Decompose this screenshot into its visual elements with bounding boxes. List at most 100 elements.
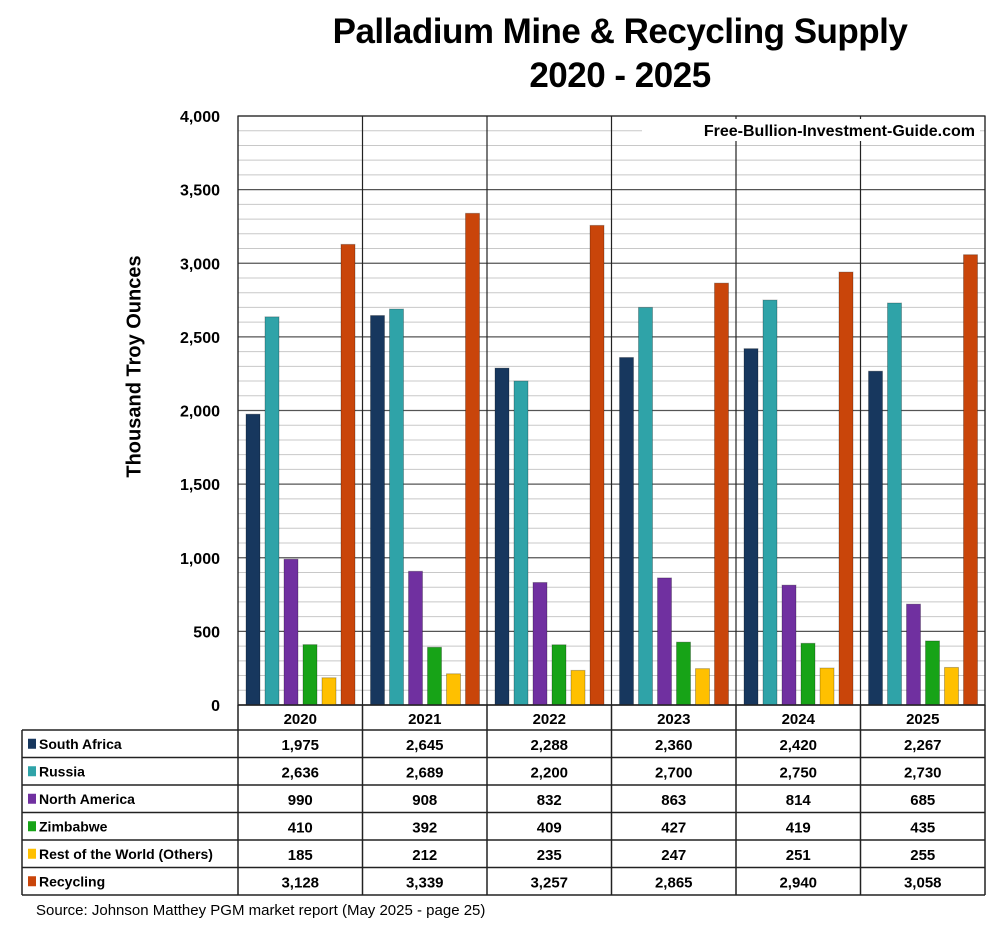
table-header-year: 2022: [533, 711, 566, 728]
bar-recycling-2024: [838, 271, 854, 706]
table-cell: 3,058: [904, 874, 942, 891]
bar-russia-2020: [264, 316, 280, 706]
legend-label: South Africa: [39, 736, 122, 752]
table-header-year: 2025: [906, 711, 939, 728]
table-cell: 2,940: [779, 874, 817, 891]
table-cell: 2,750: [779, 764, 817, 781]
table-cell: 185: [288, 847, 313, 864]
table-cell: 255: [910, 847, 935, 864]
bar-south-africa-2022: [494, 367, 510, 706]
bar-rest-of-the-world-others--2021: [446, 673, 461, 706]
y-tick-label: 2,500: [180, 330, 220, 347]
bar-zimbabwe-2023: [676, 641, 691, 706]
bar-zimbabwe-2024: [800, 642, 816, 706]
bar-russia-2022: [513, 380, 529, 706]
bar-rest-of-the-world-others--2022: [570, 669, 586, 706]
bar-russia-2023: [638, 306, 653, 706]
bar-north-america-2025: [906, 603, 921, 706]
table-cell: 212: [412, 847, 437, 864]
bar-north-america-2021: [408, 570, 423, 706]
bar-south-africa-2021: [370, 315, 385, 706]
table-cell: 251: [786, 847, 811, 864]
table-cell: 410: [288, 819, 313, 836]
table-cell: 235: [537, 847, 562, 864]
bar-zimbabwe-2021: [427, 646, 442, 706]
table-header-year: 2020: [284, 711, 317, 728]
table-cell: 392: [412, 819, 437, 836]
bar-zimbabwe-2025: [925, 640, 940, 706]
bar-north-america-2024: [781, 584, 797, 706]
table-cell: 409: [537, 819, 562, 836]
y-tick-label: 3,500: [180, 183, 220, 200]
table-cell: 2,636: [281, 764, 319, 781]
watermark: Free-Bullion-Investment-Guide.com: [704, 123, 975, 140]
table-cell: 685: [910, 792, 935, 809]
bar-south-africa-2023: [619, 356, 634, 706]
table-header-year: 2024: [782, 711, 816, 728]
bar-zimbabwe-2022: [551, 644, 567, 706]
bar-rest-of-the-world-others--2025: [944, 666, 959, 706]
legend-label: Rest of the World (Others): [39, 846, 213, 862]
bar-recycling-2023: [714, 282, 729, 706]
legend-label: Zimbabwe: [39, 818, 108, 834]
bar-rest-of-the-world-others--2020: [321, 677, 337, 706]
bar-russia-2025: [887, 302, 902, 706]
table-cell: 863: [661, 792, 686, 809]
bar-russia-2024: [762, 299, 778, 706]
table-cell: 427: [661, 819, 686, 836]
table-cell: 832: [537, 792, 562, 809]
table-cell: 419: [786, 819, 811, 836]
bar-south-africa-2020: [245, 413, 261, 706]
table-cell: 2,645: [406, 737, 444, 754]
legend-key: [28, 848, 36, 859]
table-cell: 2,360: [655, 737, 693, 754]
legend-key: [28, 793, 36, 804]
y-tick-label: 500: [193, 624, 220, 641]
bar-russia-2021: [389, 308, 404, 706]
watermark-bg: [642, 119, 980, 141]
legend-key: [28, 766, 36, 777]
legend-label: North America: [39, 791, 135, 807]
table-header-year: 2021: [408, 711, 441, 728]
legend-label: Russia: [39, 763, 85, 779]
chart-subtitle: 2020 - 2025: [529, 56, 711, 95]
y-tick-label: 1,000: [180, 551, 220, 568]
table-cell: 435: [910, 819, 935, 836]
bar-zimbabwe-2020: [302, 644, 318, 706]
bar-rest-of-the-world-others--2024: [819, 667, 835, 706]
chart-title: Palladium Mine & Recycling Supply: [332, 12, 908, 51]
table-cell: 2,865: [655, 874, 693, 891]
table-cell: 2,689: [406, 764, 444, 781]
table-cell: 247: [661, 847, 686, 864]
table-cell: 1,975: [281, 737, 319, 754]
source-note: Source: Johnson Matthey PGM market repor…: [36, 902, 486, 919]
legend-key: [28, 738, 36, 749]
bar-north-america-2023: [657, 577, 672, 706]
table-cell: 3,339: [406, 874, 444, 891]
bar-north-america-2022: [532, 581, 548, 706]
bar-rest-of-the-world-others--2023: [695, 668, 710, 706]
y-tick-label: 1,500: [180, 477, 220, 494]
bar-south-africa-2025: [868, 370, 883, 706]
bar-north-america-2020: [283, 558, 299, 706]
y-tick-label: 3,000: [180, 256, 220, 273]
y-tick-label: 0: [211, 698, 220, 715]
legend-key: [28, 876, 36, 887]
table-cell: 2,420: [779, 737, 817, 754]
table-cell: 908: [412, 792, 437, 809]
bar-south-africa-2024: [743, 348, 759, 706]
legend-label: Recycling: [39, 873, 105, 889]
y-tick-label: 4,000: [180, 109, 220, 126]
bar-recycling-2025: [963, 254, 978, 706]
table-cell: 990: [288, 792, 313, 809]
bar-recycling-2022: [589, 224, 605, 706]
legend-key: [28, 821, 36, 832]
table-cell: 3,257: [530, 874, 568, 891]
table-cell: 2,200: [530, 764, 568, 781]
table-cell: 3,128: [281, 874, 319, 891]
table-cell: 814: [786, 792, 812, 809]
bar-recycling-2021: [465, 212, 480, 706]
table-header-year: 2023: [657, 711, 690, 728]
